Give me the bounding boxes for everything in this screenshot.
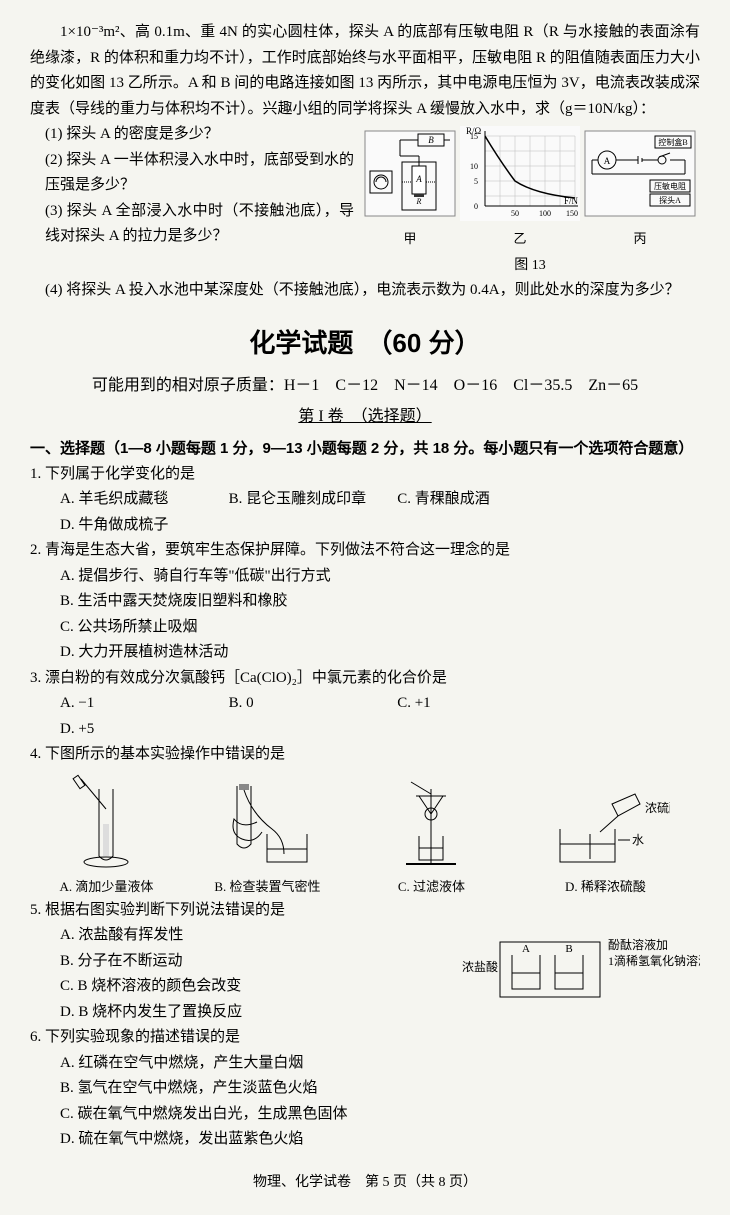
svg-text:B: B: [565, 943, 572, 955]
svg-text:浓盐酸: 浓盐酸: [462, 959, 498, 974]
chem-q1-C: C. 青稞酿成酒: [397, 487, 551, 513]
chem-q1-B: B. 昆仑玉雕刻成印章: [229, 487, 383, 513]
chem-q3-A: A. −1: [60, 691, 214, 717]
svg-text:100: 100: [539, 209, 551, 218]
svg-text:浓硫酸: 浓硫酸: [645, 800, 670, 815]
svg-text:10: 10: [470, 162, 478, 171]
chem-q6-stem: 6. 下列实验现象的描述错误的是: [30, 1025, 700, 1051]
svg-text:0: 0: [474, 202, 478, 211]
svg-text:压敏电阻: 压敏电阻: [654, 181, 686, 191]
chem-q6-B: B. 氢气在空气中燃烧，产生淡蓝色火焰: [60, 1076, 367, 1102]
chem-atomic: 可能用到的相对原子质量：H－1 C－12 N－14 O－16 Cl－35.5 Z…: [30, 372, 700, 399]
svg-text:水: 水: [632, 833, 644, 847]
chem-q3-C: C. +1: [397, 691, 551, 717]
chem-q2-C: C. 公共场所禁止吸烟: [60, 615, 367, 641]
svg-text:酚酞溶液加: 酚酞溶液加: [608, 937, 668, 952]
fig13-bing-label: 丙: [580, 228, 700, 250]
chem-q6-D: D. 硫在氧气中燃烧，发出蓝紫色火焰: [60, 1127, 367, 1153]
fig13-jia-label: 甲: [360, 228, 460, 250]
fig13-yi-svg: R/Ω 15 10 5 0 50 100 150 F/N: [460, 126, 580, 221]
physics-preamble: 1×10⁻³m²、高 0.1m、重 4N 的实心圆柱体，探头 A 的底部有压敏电…: [30, 20, 700, 122]
chem-section1-head: 一、选择题（1—8 小题每题 1 分，9—13 小题每题 2 分，共 18 分。…: [30, 436, 700, 462]
chem-q4-C: C. 过滤液体: [381, 876, 481, 898]
chem-q4-stem: 4. 下图所示的基本实验操作中错误的是: [30, 742, 700, 768]
svg-text:1滴稀氢氧化钠溶液: 1滴稀氢氧化钠溶液: [608, 953, 700, 968]
chem-title: 化学试题 （60 分）: [30, 321, 700, 365]
chem-q2-D: D. 大力开展植树造林活动: [60, 640, 367, 666]
chem-q1-stem: 1. 下列属于化学变化的是: [30, 462, 700, 488]
svg-text:F/N: F/N: [564, 196, 579, 206]
svg-text:50: 50: [511, 209, 519, 218]
svg-text:A: A: [604, 156, 611, 166]
page-footer: 物理、化学试卷 第 5 页（共 8 页）: [30, 1171, 700, 1195]
chem-q6-C: C. 碳在氧气中燃烧发出白光，生成黑色固体: [60, 1102, 367, 1128]
chem-q4-B: B. 检查装置气密性: [212, 876, 322, 898]
fig13-caption: 图 13: [360, 254, 700, 278]
chem-q2-stem: 2. 青海是生态大省，要筑牢生态保护屏障。下列做法不符合这一理念的是: [30, 538, 700, 564]
chem-q4-D: D. 稀释浓硫酸: [540, 876, 670, 898]
chem-q4-A: A. 滴加少量液体: [60, 876, 154, 898]
chem-q5-stem: 5. 根据右图实验判断下列说法错误的是: [30, 898, 700, 924]
svg-text:150: 150: [566, 209, 578, 218]
svg-text:R: R: [416, 197, 422, 206]
chem-q6-A: A. 红磷在空气中燃烧，产生大量白烟: [60, 1051, 367, 1077]
chem-q1-A: A. 羊毛织成藏毯: [60, 487, 214, 513]
chem-q3-stem: 3. 漂白粉的有效成分次氯酸钙［Ca(ClO)₂］中氯元素的化合价是: [30, 666, 700, 692]
fig13-bing-svg: 控制盒B A 压敏电阻 探头A: [580, 126, 700, 221]
fig13-jia-svg: B A R: [360, 126, 460, 221]
svg-text:控制盒B: 控制盒B: [658, 137, 687, 147]
chem-juan: 第 I 卷 （选择题）: [30, 403, 700, 430]
chem-q3-B: B. 0: [229, 691, 383, 717]
svg-text:15: 15: [470, 132, 478, 141]
chem-q2-B: B. 生活中露天焚烧废旧塑料和橡胶: [60, 589, 367, 615]
chem-q5-fig: A B 浓盐酸 酚酞溶液加 1滴稀氢氧化钠溶液: [460, 927, 700, 1013]
chem-q4-figs: A. 滴加少量液体 B. 检查装置气密性 C. 过滤液体 浓硫酸 水 D. 稀释…: [30, 774, 700, 898]
svg-text:A: A: [522, 943, 530, 955]
chem-q3-D: D. +5: [60, 717, 214, 743]
fig13-yi-label: 乙: [460, 228, 580, 250]
svg-text:探头A: 探头A: [659, 195, 681, 205]
chem-q2-A: A. 提倡步行、骑自行车等"低碳"出行方式: [60, 564, 367, 590]
physics-q4: (4) 将探头 A 投入水池中某深度处（不接触池底），电流表示数为 0.4A，则…: [45, 278, 700, 304]
svg-text:A: A: [415, 174, 422, 184]
svg-text:B: B: [428, 135, 434, 145]
svg-text:5: 5: [474, 177, 478, 186]
chem-q1-D: D. 牛角做成梳子: [60, 513, 214, 539]
figure-13: B A R 甲: [360, 122, 700, 278]
